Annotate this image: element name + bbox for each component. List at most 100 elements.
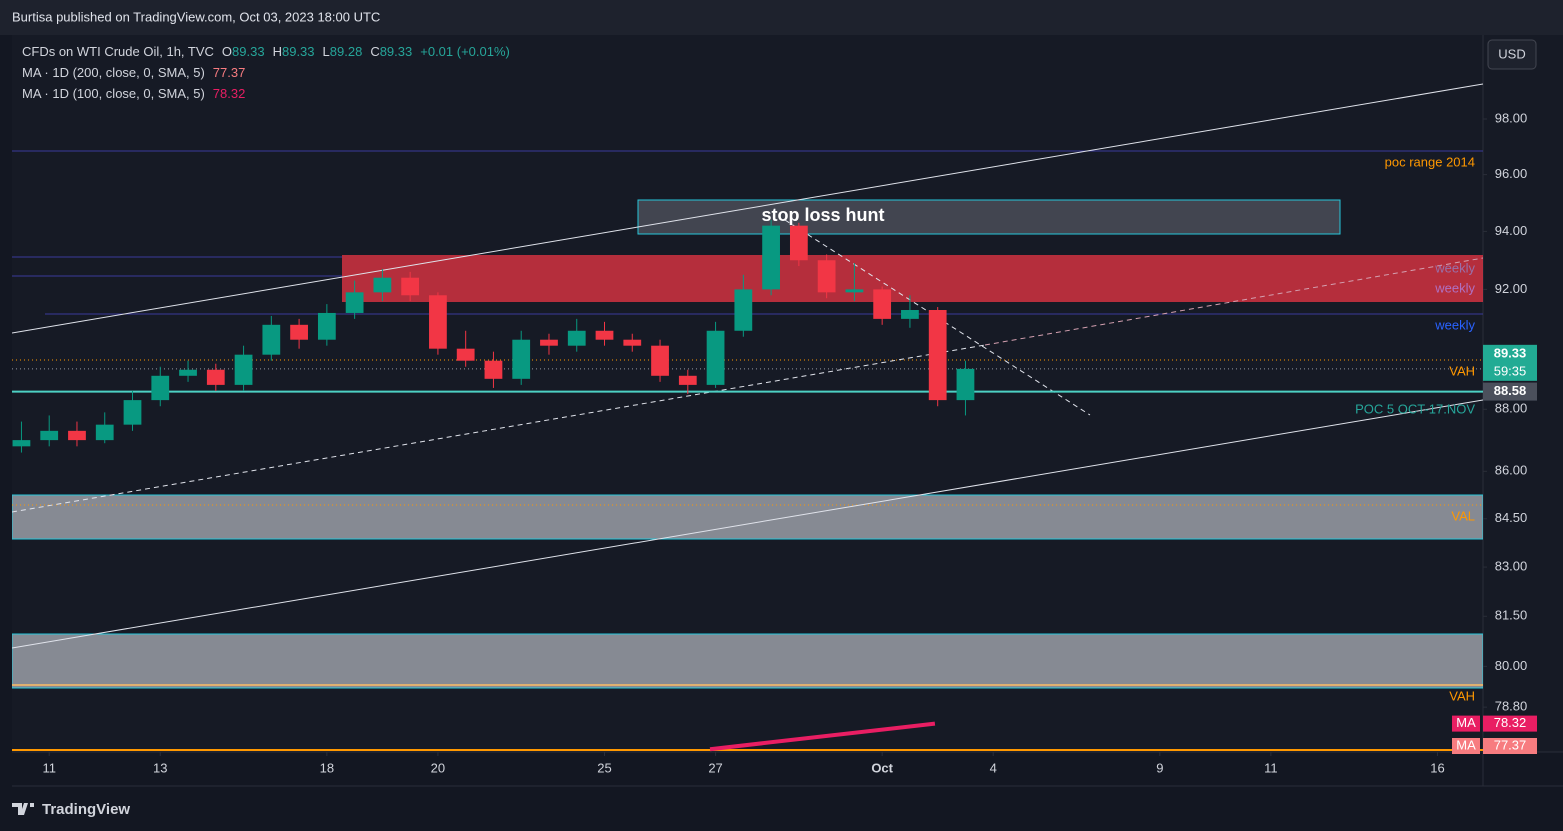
zone <box>12 494 1483 540</box>
candle-body <box>956 368 975 401</box>
candle-body <box>540 339 558 346</box>
candle-body <box>789 225 808 261</box>
ma-value-box <box>1483 738 1537 754</box>
ohlc-value: 89.33 <box>380 44 413 59</box>
y-tick-label: 86.00 <box>1495 463 1528 478</box>
channel-line <box>12 83 1483 334</box>
ma-legend: MA · 1D (100, close, 0, SMA, 5) 78.32 <box>22 86 245 101</box>
ma-value-box <box>1483 715 1537 732</box>
ma-legend: MA · 1D (200, close, 0, SMA, 5) 77.37 <box>22 65 245 80</box>
annotation: stop loss hunt <box>762 205 885 225</box>
candle-body <box>623 339 642 346</box>
currency-label[interactable]: USD <box>1498 46 1525 61</box>
candle-body <box>873 289 892 319</box>
annotation: VAL <box>1451 508 1475 523</box>
candle-body <box>845 289 864 293</box>
candle-body <box>151 375 170 401</box>
price-label: 88.58 <box>1494 383 1527 398</box>
candle-body <box>345 292 364 313</box>
candle-body <box>706 330 725 385</box>
candle-body <box>734 289 753 331</box>
y-tick-label: 81.50 <box>1495 608 1528 623</box>
annotation: VAH <box>1449 363 1475 378</box>
header-bar <box>0 0 1563 35</box>
y-tick-label: 80.00 <box>1495 658 1528 673</box>
annotation: weekly <box>1434 260 1475 275</box>
published-by: Burtisa published on TradingView.com, Oc… <box>12 9 380 24</box>
ma-value: 78.32 <box>1494 715 1527 730</box>
candle-body <box>290 324 308 340</box>
candle-body <box>595 330 614 340</box>
annotation: weekly <box>1434 317 1475 332</box>
y-tick-label: 78.80 <box>1495 699 1528 714</box>
brand: TradingView <box>42 801 130 818</box>
y-tick-label: 96.00 <box>1495 166 1528 181</box>
x-tick-label: 4 <box>990 760 997 775</box>
ma-tag-box <box>1452 738 1480 754</box>
x-tick-label: 9 <box>1156 760 1163 775</box>
y-tick-label: 88.00 <box>1495 401 1528 416</box>
y-tick-label: 84.50 <box>1495 510 1528 525</box>
ma-name: MA · 1D (200, close, 0, SMA, 5) <box>22 65 205 80</box>
x-tick-label: 11 <box>1264 760 1278 775</box>
x-tick-label: 11 <box>42 760 56 775</box>
x-tick-label: 25 <box>597 760 611 775</box>
candle-body <box>317 312 336 340</box>
logo-icon <box>12 803 34 815</box>
last-price-box <box>1483 344 1537 381</box>
ohlc-label: H <box>273 44 282 59</box>
candle-body <box>817 260 836 293</box>
ma-value: 77.37 <box>1494 737 1527 752</box>
currency-button[interactable] <box>1487 39 1537 70</box>
trend-line <box>984 257 1483 346</box>
candle-body <box>484 360 503 379</box>
x-tick-label: 27 <box>708 760 722 775</box>
annotation: VAH <box>1449 688 1475 703</box>
ma-legend-value: 77.37 <box>213 65 246 80</box>
ohlc-label: O <box>222 44 232 59</box>
ohlc-label: L <box>323 44 330 59</box>
x-tick-label: 16 <box>1430 760 1444 775</box>
x-tick-label: 20 <box>431 760 445 775</box>
candle-body <box>401 277 420 296</box>
candle-body <box>68 430 86 441</box>
candle-body <box>651 345 669 376</box>
candle-body <box>234 354 253 385</box>
candle-body <box>95 424 114 441</box>
ohlc-label: C <box>370 44 379 59</box>
candle-body <box>123 400 142 425</box>
drawings <box>12 83 1483 751</box>
x-tick-label: 13 <box>153 760 167 775</box>
ma-line <box>709 721 936 752</box>
annotation: poc range 2014 <box>1385 154 1475 169</box>
ma-tag: MA <box>1456 737 1476 752</box>
candle-body <box>429 295 447 349</box>
candle-body <box>901 310 919 319</box>
candle-body <box>928 310 947 401</box>
price-label-box <box>1483 382 1537 401</box>
ma-name: MA · 1D (100, close, 0, SMA, 5) <box>22 86 205 101</box>
candle-body <box>512 339 531 379</box>
candle-body <box>12 440 31 447</box>
plot-area <box>12 35 1483 752</box>
zone <box>12 633 1483 689</box>
change-value: +0.01 (+0.01%) <box>420 44 510 59</box>
y-tick-label: 92.00 <box>1495 281 1528 296</box>
candle-body <box>206 369 225 385</box>
candle-body <box>179 369 197 376</box>
ohlc-value: 89.33 <box>282 44 315 59</box>
supply-zone <box>342 255 1483 302</box>
candle-body <box>678 375 697 385</box>
channel-line <box>12 399 1483 649</box>
x-tick-label: Oct <box>871 760 893 775</box>
y-tick-label: 83.00 <box>1495 559 1528 574</box>
series <box>12 219 1483 752</box>
candle-body <box>262 324 281 355</box>
y-tick-label: 94.00 <box>1495 223 1528 238</box>
y-tick-label: 98.00 <box>1495 110 1528 125</box>
last-price-label: 89.33 <box>1494 345 1527 360</box>
annotation: weekly <box>1434 280 1475 295</box>
countdown-label: 59:35 <box>1494 363 1527 378</box>
